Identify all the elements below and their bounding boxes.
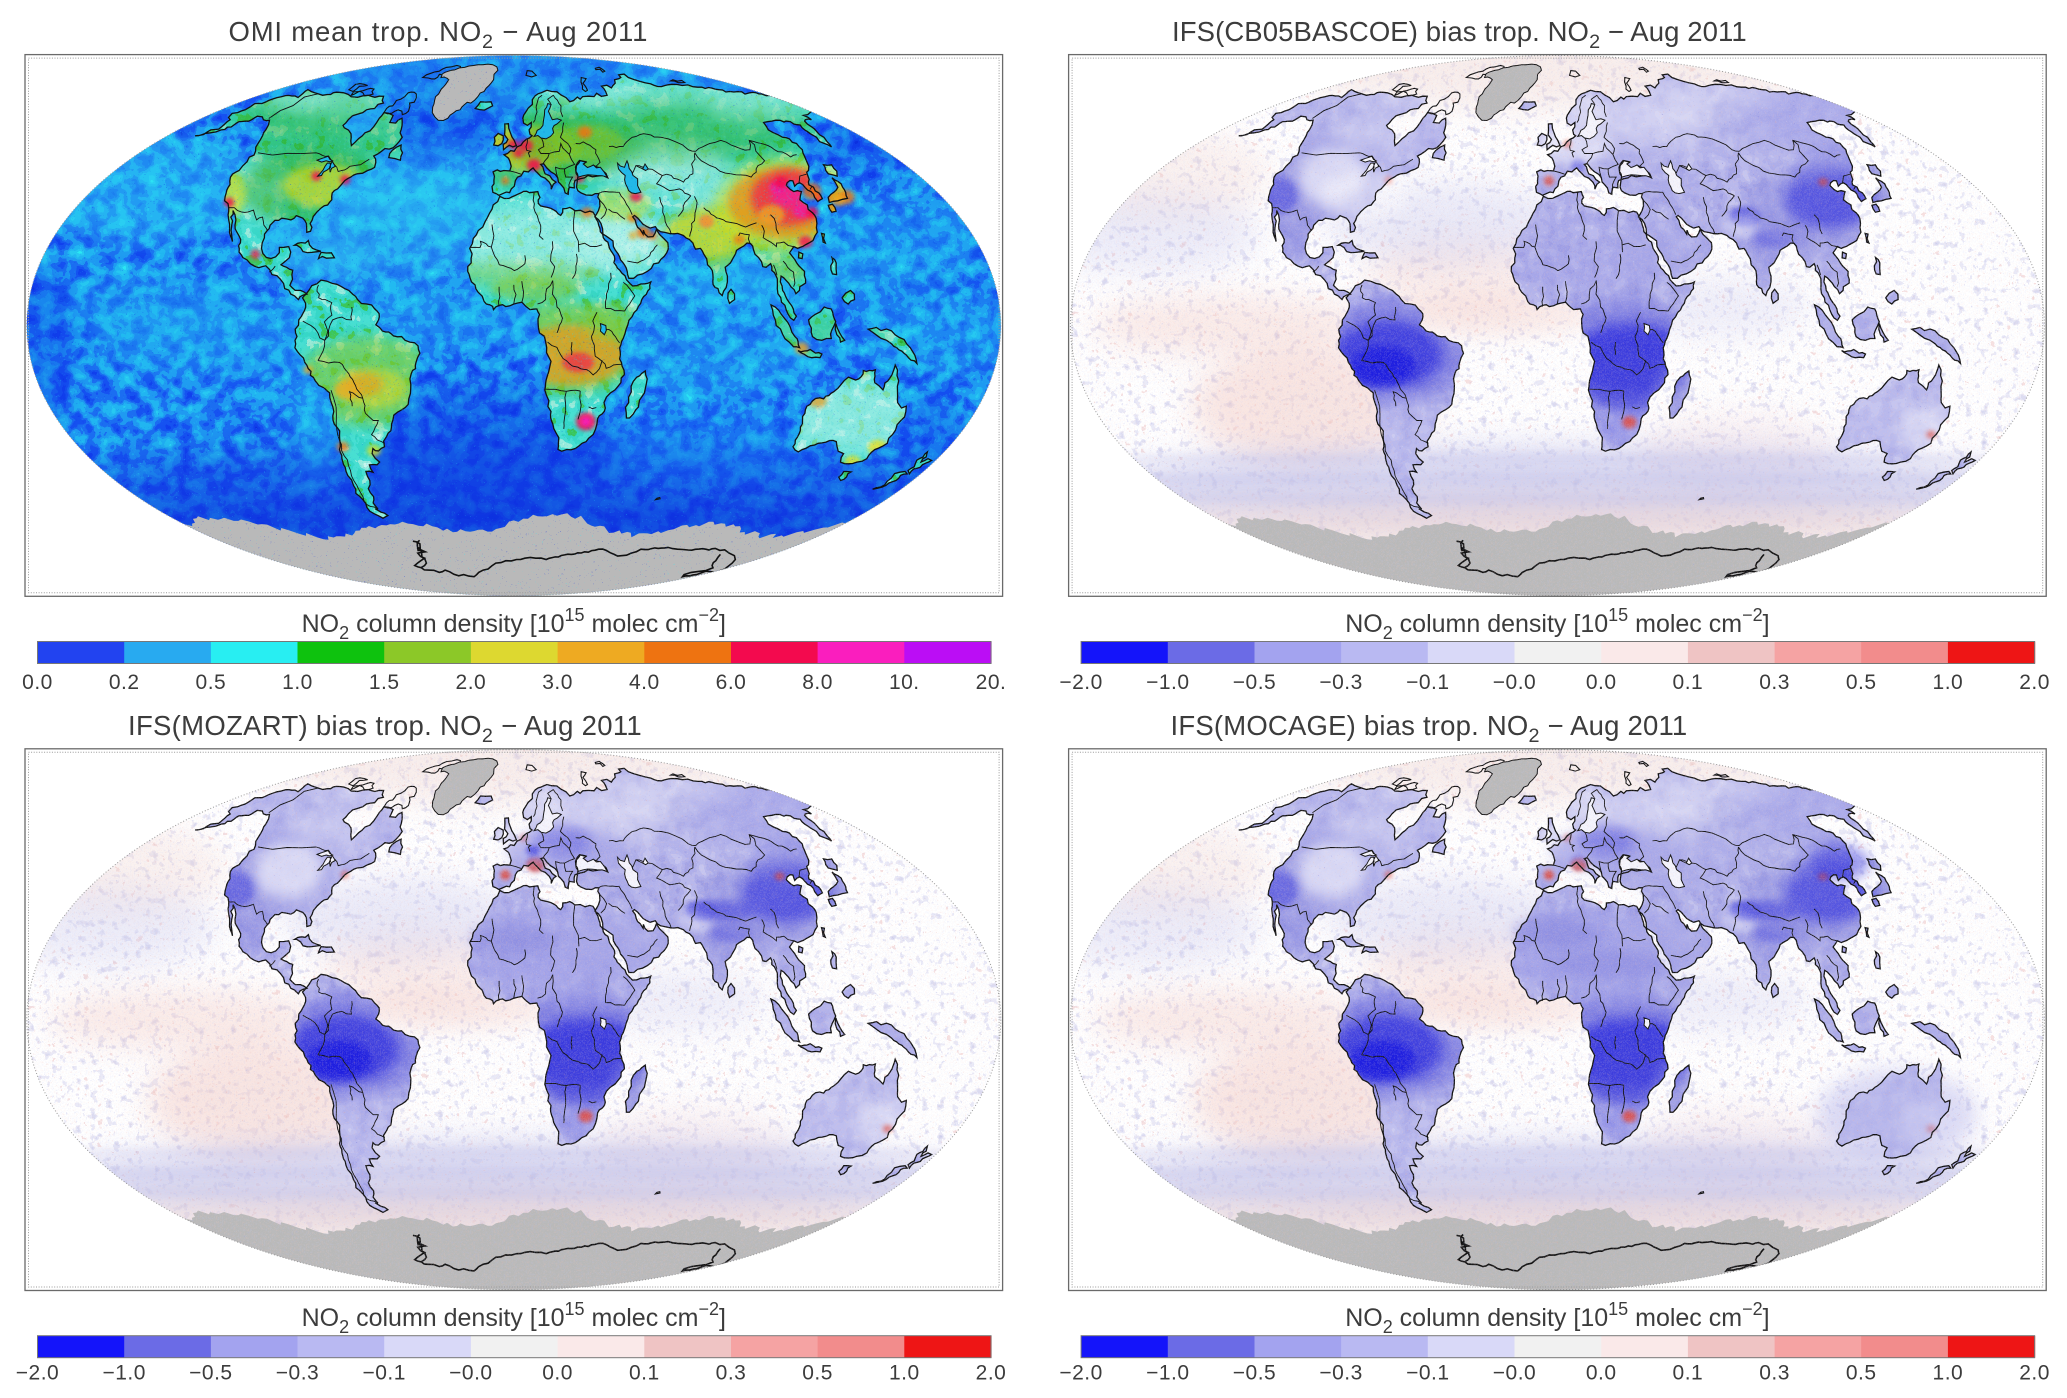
svg-text:0.0: 0.0	[1586, 1362, 1617, 1385]
svg-text:−0.5: −0.5	[1233, 1362, 1276, 1385]
svg-text:3.0: 3.0	[542, 671, 573, 694]
svg-text:0.3: 0.3	[1759, 671, 1790, 694]
svg-text:IFS(CB05BASCOE) bias trop. NO2: IFS(CB05BASCOE) bias trop. NO2​ − Aug 20…	[1172, 16, 1747, 53]
svg-text:2.0: 2.0	[976, 1362, 1007, 1385]
svg-text:6.0: 6.0	[716, 671, 747, 694]
svg-text:0.5: 0.5	[802, 1362, 833, 1385]
svg-text:0.1: 0.1	[1673, 1362, 1704, 1385]
svg-text:−0.3: −0.3	[1319, 671, 1362, 694]
svg-text:0.3: 0.3	[1759, 1362, 1790, 1385]
svg-text:1.0: 1.0	[1933, 671, 1964, 694]
svg-text:OMI mean trop. NO2​ − Aug 2011: OMI mean trop. NO2​ − Aug 2011	[229, 16, 649, 53]
svg-text:−0.1: −0.1	[1406, 671, 1449, 694]
svg-text:−2.0: −2.0	[16, 1362, 59, 1385]
svg-text:4.0: 4.0	[629, 671, 660, 694]
svg-text:0.1: 0.1	[1673, 671, 1704, 694]
svg-text:IFS(MOZART) bias trop. NO2​ −: IFS(MOZART) bias trop. NO2​ − Aug 2011	[128, 710, 642, 747]
svg-text:−2.0: −2.0	[1059, 1362, 1102, 1385]
svg-text:0.5: 0.5	[1846, 1362, 1877, 1385]
svg-text:−0.5: −0.5	[1233, 671, 1276, 694]
svg-text:0.1: 0.1	[629, 1362, 660, 1385]
svg-text:20.: 20.	[976, 671, 1007, 694]
svg-text:−0.3: −0.3	[276, 1362, 319, 1385]
svg-text:−1.0: −1.0	[1146, 1362, 1189, 1385]
svg-text:2.0: 2.0	[2019, 1362, 2050, 1385]
svg-text:2.0: 2.0	[2019, 671, 2050, 694]
svg-text:0.5: 0.5	[1846, 671, 1877, 694]
svg-text:NO2​ column density [1015​ mol: NO2​ column density [1015​ molec cm−2​]	[302, 1299, 726, 1337]
svg-text:0.3: 0.3	[716, 1362, 747, 1385]
svg-text:1.0: 1.0	[889, 1362, 920, 1385]
svg-text:0.0: 0.0	[1586, 671, 1617, 694]
svg-text:−2.0: −2.0	[1059, 671, 1102, 694]
svg-text:1.0: 1.0	[282, 671, 313, 694]
svg-text:8.0: 8.0	[802, 671, 833, 694]
svg-text:IFS(MOCAGE) bias trop. NO2​ −: IFS(MOCAGE) bias trop. NO2​ − Aug 2011	[1171, 710, 1688, 747]
svg-text:−0.0: −0.0	[449, 1362, 492, 1385]
svg-text:1.5: 1.5	[369, 671, 400, 694]
svg-text:NO2​ column density [1015​ mol: NO2​ column density [1015​ molec cm−2​]	[1345, 1299, 1769, 1337]
svg-text:−1.0: −1.0	[102, 1362, 145, 1385]
svg-text:0.0: 0.0	[22, 671, 53, 694]
svg-text:−0.5: −0.5	[189, 1362, 232, 1385]
svg-text:−1.0: −1.0	[1146, 671, 1189, 694]
svg-text:0.0: 0.0	[542, 1362, 573, 1385]
svg-text:NO2​ column density [1015​ mol: NO2​ column density [1015​ molec cm−2​]	[1345, 605, 1769, 643]
svg-text:2.0: 2.0	[456, 671, 487, 694]
svg-text:−0.3: −0.3	[1319, 1362, 1362, 1385]
svg-text:−0.0: −0.0	[1493, 671, 1536, 694]
svg-text:−0.0: −0.0	[1493, 1362, 1536, 1385]
svg-text:1.0: 1.0	[1933, 1362, 1964, 1385]
svg-text:0.2: 0.2	[109, 671, 140, 694]
svg-text:10.: 10.	[889, 671, 920, 694]
svg-text:0.5: 0.5	[196, 671, 227, 694]
svg-text:NO2​ column density [1015​ mol: NO2​ column density [1015​ molec cm−2​]	[302, 605, 726, 643]
svg-text:−0.1: −0.1	[362, 1362, 405, 1385]
svg-text:−0.1: −0.1	[1406, 1362, 1449, 1385]
